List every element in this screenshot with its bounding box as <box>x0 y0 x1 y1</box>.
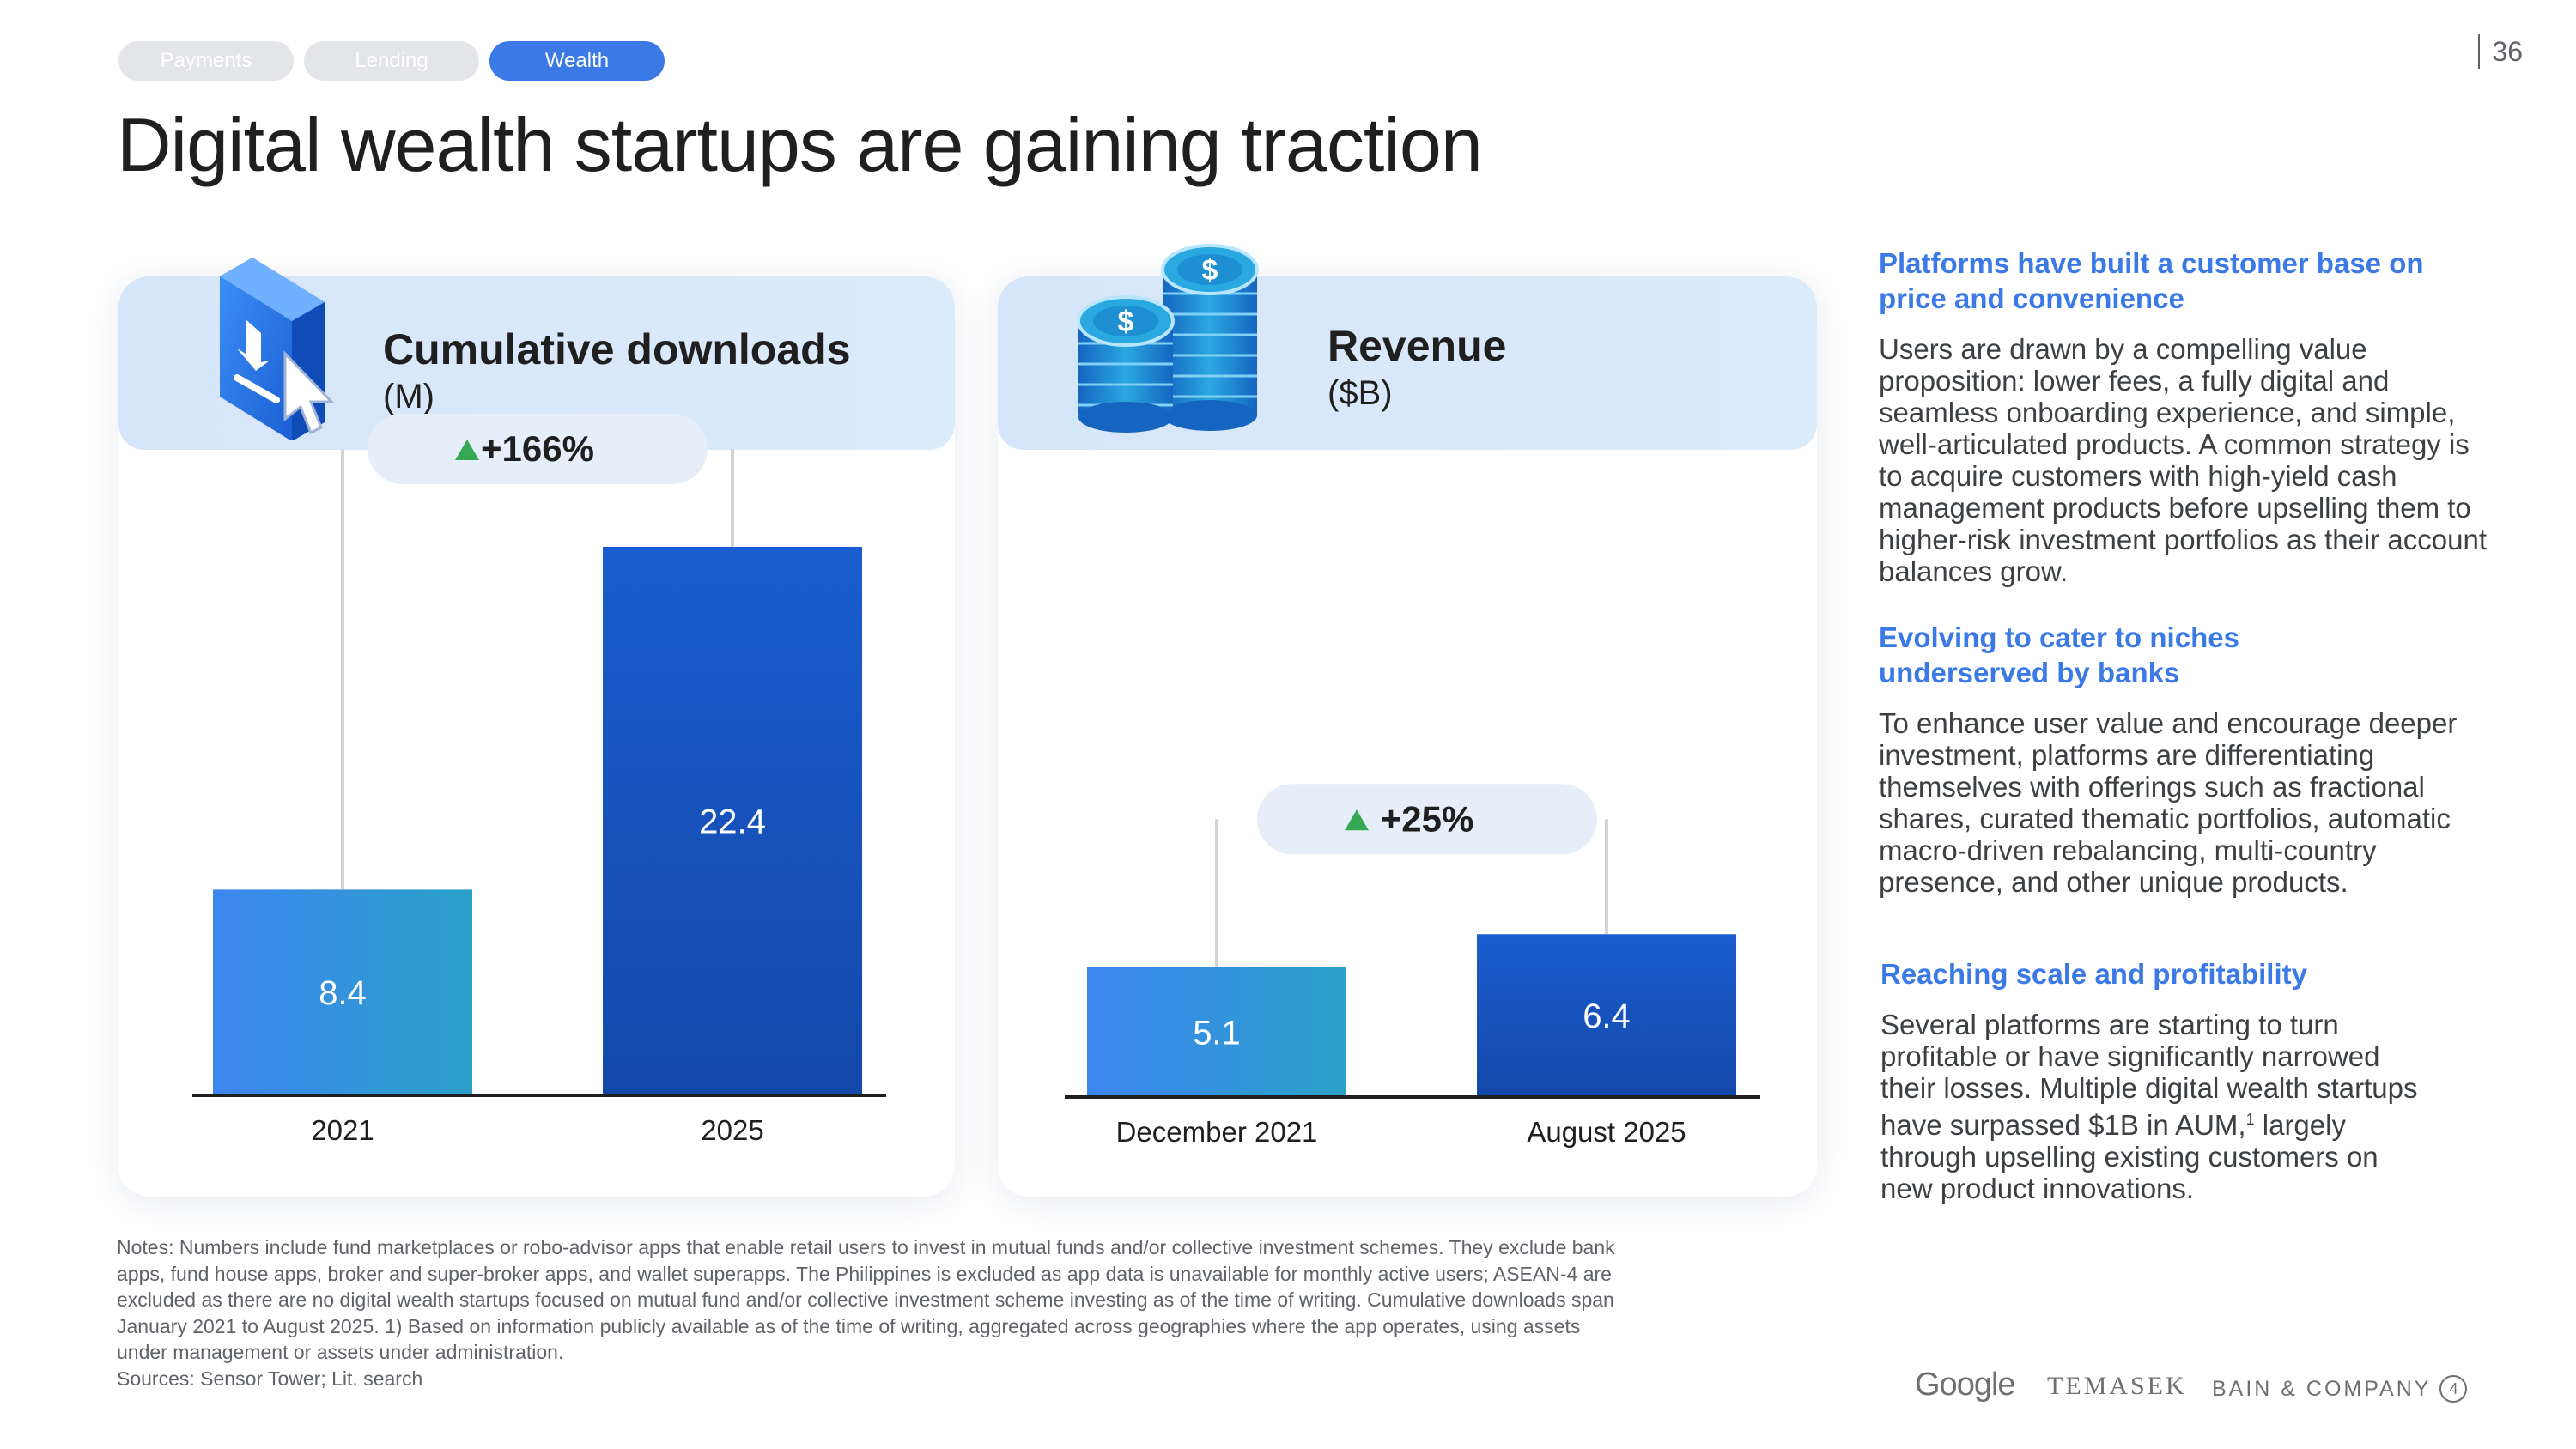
c1-data-label-1: 6.4 <box>1583 997 1631 1035</box>
insight-block-3: Reaching scale and profitability Several… <box>1880 956 2499 1204</box>
insight-block-1: Platforms have built a customer base on … <box>1879 246 2497 587</box>
downloads-card-title: Cumulative downloads <box>383 325 851 373</box>
insight-heading-1: Platforms have built a customer base on … <box>1879 247 2424 314</box>
c0-growth-arrow-icon <box>455 439 479 460</box>
c0-tick-label-1: 2025 <box>701 1114 763 1146</box>
section-tabs: Payments Lending Wealth <box>118 41 665 81</box>
downloads-card-unit: (M) <box>383 378 434 415</box>
temasek-logo: TEMASEK <box>2047 1372 2187 1400</box>
revenue-chart: 5.1 December 2021 6.4 August 2025 +25% <box>1065 784 1760 1148</box>
page-title: Digital wealth startups are gaining trac… <box>117 102 1483 187</box>
c1-growth-pill <box>1257 784 1597 855</box>
revenue-card-unit: ($B) <box>1327 374 1393 412</box>
insight-body-2: To enhance user value and encourage deep… <box>1879 707 2458 898</box>
sources-text: Sources: Sensor Tower; Lit. search <box>117 1367 423 1390</box>
svg-text:$: $ <box>1202 254 1218 287</box>
c1-tick-label-1: August 2025 <box>1527 1116 1686 1148</box>
insight-heading-2: Evolving to cater to niches underserved … <box>1879 621 2239 688</box>
c0-bar-0 <box>213 889 472 1095</box>
revenue-card-title: Revenue <box>1327 322 1507 370</box>
c0-bar-1 <box>603 546 862 1095</box>
insight-block-2: Evolving to cater to niches underserved … <box>1879 620 2497 898</box>
c1-growth-label: +25% <box>1381 798 1474 839</box>
page-number-text: 36 <box>2492 35 2523 67</box>
google-logo: Google <box>1915 1367 2016 1403</box>
page-number-divider <box>2478 34 2481 69</box>
c1-bar-1 <box>1477 934 1736 1097</box>
c0-tick-label-0: 2021 <box>311 1114 374 1146</box>
c1-tick-label-0: December 2021 <box>1116 1116 1318 1148</box>
bain-logo: BAIN & COMPANY 4 <box>2212 1375 2468 1403</box>
c0-data-label-1: 22.4 <box>699 803 766 840</box>
tab-payments[interactable]: Payments <box>118 41 294 81</box>
insight-body-3-text-end: largely through upselling existing custo… <box>1880 1109 2379 1204</box>
revenue-card: $ $ Revenue ($B) 5.1 December 2021 6.4 Augu… <box>998 244 1817 1197</box>
c0-data-label-0: 8.4 <box>319 974 367 1012</box>
c0-growth-label: +166% <box>481 428 594 469</box>
footnotes: Notes: Numbers include fund marketplaces… <box>117 1234 1628 1391</box>
insight-body-3: Several platforms are starting to turn p… <box>1880 1009 2430 1204</box>
tab-lending[interactable]: Lending <box>304 41 479 81</box>
insight-body-3-text: Several platforms are starting to turn p… <box>1880 1009 2418 1141</box>
downloads-chart: 8.4 2021 22.4 2025 +166% <box>192 413 886 1146</box>
page-number: 36 <box>2478 34 2523 69</box>
bain-logo-mark: 4 <box>2439 1375 2468 1403</box>
tab-wealth[interactable]: Wealth <box>489 41 665 81</box>
svg-text:$: $ <box>1118 306 1134 338</box>
c1-data-label-0: 5.1 <box>1193 1014 1241 1052</box>
c1-growth-arrow-icon <box>1345 809 1369 831</box>
downloads-card: Cumulative downloads (M) 8.4 2021 22.4 2025… <box>118 258 955 1197</box>
c0-growth-pill <box>368 413 708 484</box>
insight-body-1: Users are drawn by a compelling value pr… <box>1879 333 2487 587</box>
download-app-icon <box>220 258 335 440</box>
footnote-ref: 1 <box>2245 1111 2255 1128</box>
c1-bar-0 <box>1087 967 1346 1097</box>
insight-heading-3: Reaching scale and profitability <box>1880 958 2307 990</box>
notes-text: Notes: Numbers include fund marketplaces… <box>117 1236 1615 1363</box>
bain-logo-text: BAIN & COMPANY <box>2212 1376 2432 1401</box>
coin-stack-icon: $ $ <box>1077 244 1259 433</box>
